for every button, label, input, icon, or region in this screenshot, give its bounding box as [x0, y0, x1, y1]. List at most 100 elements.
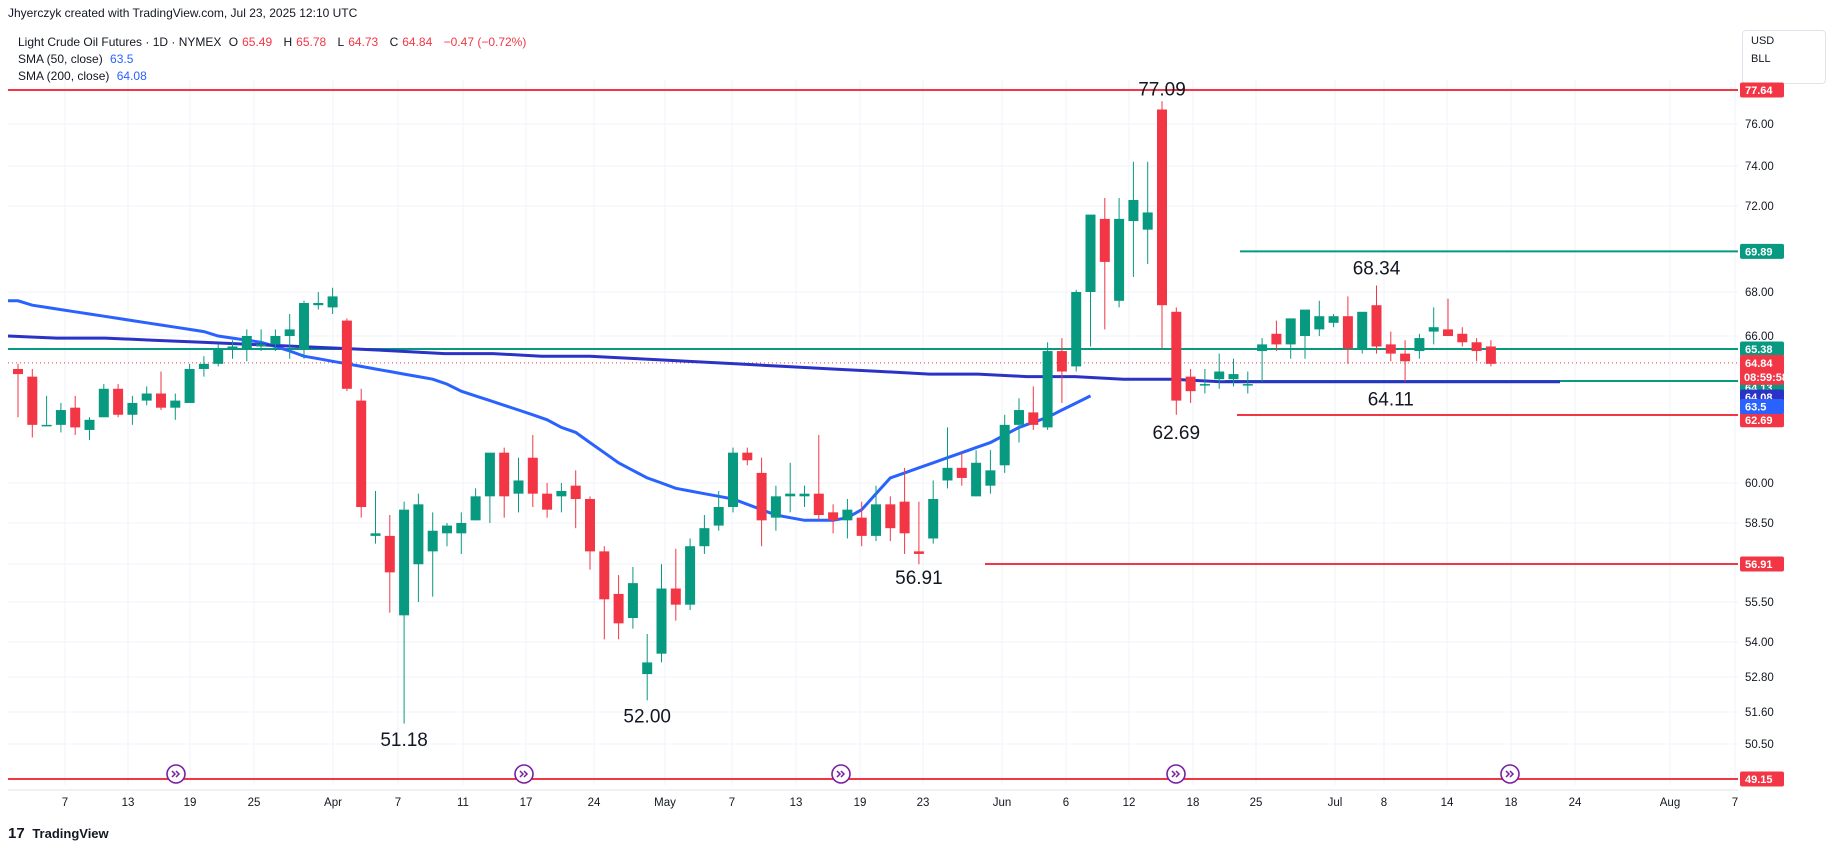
candle-body-9 [141, 393, 152, 401]
candle-body-69 [999, 424, 1010, 466]
candle-18 [270, 329, 281, 352]
candle-96 [1385, 331, 1396, 362]
legend-instrument[interactable]: Light Crude Oil Futures · 1D · NYMEX [18, 35, 222, 49]
candle-body-35 [513, 480, 524, 494]
time-tick-17: 18 [1187, 797, 1200, 809]
legend-sma200-label: SMA (200, close) [18, 69, 110, 83]
candle-body-94 [1357, 311, 1368, 349]
price-tick-0: 76.00 [1745, 119, 1774, 131]
candle-33 [484, 452, 495, 523]
time-tick-6: 11 [457, 797, 469, 809]
candle-11 [170, 393, 181, 420]
candle-51 [742, 447, 753, 466]
candle-7 [113, 384, 124, 418]
candle-body-85 [1228, 374, 1239, 380]
candle-body-62 [899, 501, 910, 534]
candle-10 [156, 371, 166, 411]
time-tick-1: 13 [122, 797, 135, 809]
candle-15 [227, 340, 238, 359]
time-tick-19: Jul [1328, 797, 1343, 809]
event-marker-icon-0[interactable] [166, 764, 186, 784]
candle-45 [656, 564, 667, 663]
candle-body-91 [1314, 316, 1325, 330]
candle-body-46 [670, 588, 681, 605]
candle-8 [127, 395, 138, 425]
candle-body-74 [1071, 292, 1082, 367]
chart-header: Jhyerczyk created with TradingView.com, … [8, 6, 358, 20]
candle-76 [1099, 198, 1110, 330]
candle-body-63 [913, 551, 924, 554]
countdown-badge: 08:59:58 [1744, 372, 1788, 384]
tradingview-logo-icon: 17 [8, 825, 25, 842]
level-badge-62.69-bg [1740, 412, 1784, 428]
level-badge-56.91-bg [1740, 556, 1784, 572]
currency-label[interactable]: USD [1751, 35, 1775, 47]
candle-14 [213, 344, 224, 367]
event-marker-icon-2[interactable] [831, 764, 851, 784]
candle-body-3 [55, 410, 66, 425]
candle-body-49 [713, 507, 724, 526]
candle-body-70 [1014, 410, 1024, 425]
candle-body-47 [685, 546, 696, 605]
time-tick-10: 7 [729, 797, 735, 809]
event-marker-arrow-0 [171, 770, 181, 778]
price-tick-1: 74.00 [1745, 161, 1774, 173]
annotation-52.00: 52.00 [623, 706, 671, 727]
candle-95 [1371, 285, 1382, 354]
level-badge-56.91: 56.91 [1745, 559, 1773, 571]
candle-77 [1114, 198, 1125, 308]
legend-low-value: 64.73 [348, 35, 379, 49]
tradingview-footer[interactable]: 17 TradingView [8, 825, 109, 842]
legend-sma50-value: 63.5 [110, 52, 134, 66]
price-scale-unit-box[interactable]: USD BLL [1742, 30, 1826, 84]
candle-50 [728, 447, 738, 513]
candle-71 [1028, 386, 1039, 430]
candle-63 [913, 501, 924, 565]
event-marker-arrow-2 [836, 770, 846, 778]
candle-55 [799, 485, 810, 507]
candle-body-89 [1285, 318, 1296, 345]
candle-body-60 [871, 504, 881, 536]
candle-body-34 [499, 452, 510, 497]
event-marker-icon-3[interactable] [1166, 764, 1186, 784]
candle-13 [198, 356, 209, 377]
candle-3 [55, 402, 66, 433]
candle-body-21 [313, 303, 324, 306]
candle-body-76 [1099, 218, 1110, 262]
candle-body-65 [942, 467, 953, 481]
time-tick-2: 19 [184, 797, 197, 809]
candle-body-8 [127, 402, 138, 415]
candle-6 [98, 384, 109, 418]
candle-body-6 [98, 388, 109, 418]
price-tick-8: 55.50 [1745, 597, 1774, 609]
legend-open-value: 65.49 [242, 35, 273, 49]
candle-44 [642, 634, 653, 701]
candle-body-18 [270, 336, 281, 345]
event-marker-icon-1[interactable] [514, 764, 534, 784]
candle-65 [942, 427, 953, 489]
event-marker-icon-4[interactable] [1500, 764, 1520, 784]
candle-47 [685, 538, 696, 610]
unit-label[interactable]: BLL [1751, 53, 1771, 65]
legend-sma200-row[interactable]: SMA (200, close) 64.08 [18, 68, 530, 85]
candle-body-29 [427, 530, 438, 552]
price-tick-4: 66.00 [1745, 331, 1774, 343]
candle-70 [1014, 398, 1024, 443]
annotation-68.34: 68.34 [1353, 259, 1401, 280]
candle-body-75 [1085, 214, 1096, 292]
candle-body-51 [742, 452, 753, 461]
candle-body-50 [728, 452, 738, 507]
candle-body-88 [1271, 333, 1282, 345]
candle-body-38 [556, 491, 567, 497]
price-tick-2: 72.00 [1745, 201, 1774, 213]
candle-84 [1214, 353, 1225, 389]
candle-38 [556, 483, 567, 513]
candle-body-13 [198, 363, 209, 369]
legend-sma50-row[interactable]: SMA (50, close) 63.5 [18, 51, 530, 68]
sma50-line [8, 299, 1092, 522]
candle-72 [1042, 342, 1053, 430]
candle-body-44 [642, 662, 653, 675]
candle-body-27 [399, 509, 410, 616]
level-badge-65.38: 65.38 [1745, 344, 1773, 356]
